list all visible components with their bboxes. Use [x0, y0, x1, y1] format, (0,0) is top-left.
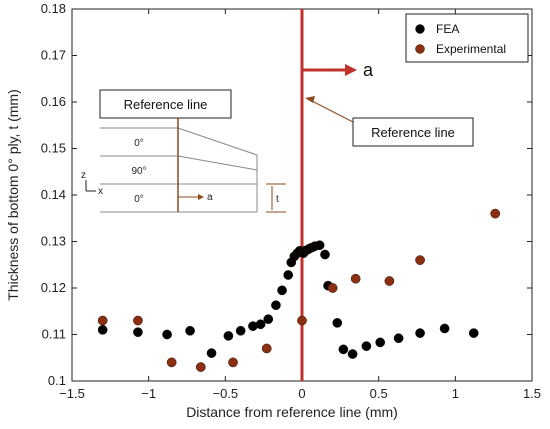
x-tick-label: −1	[141, 386, 156, 401]
fea-point	[375, 337, 386, 348]
a-arrow-head	[345, 64, 357, 76]
fea-point	[361, 341, 372, 351]
inset-a-label: a	[207, 192, 213, 203]
laminate-inset: Reference line 0° 90° 0° z x a t	[81, 89, 286, 213]
x-tick-label: 1	[452, 386, 459, 401]
experimental-point	[384, 276, 395, 286]
inset-title: Reference line	[124, 97, 208, 112]
y-axis-ticks: 0.1 0.11 0.12 0.13 0.14 0.15 0.16 0.17 0.18	[41, 1, 532, 388]
fea-point	[439, 323, 450, 334]
x-tick-label: 1.5	[523, 386, 541, 401]
inset-title-box	[99, 89, 232, 119]
experimental-point	[327, 283, 338, 293]
inset-ply-lines	[85, 118, 286, 213]
experimental-point	[261, 343, 272, 354]
y-tick-label: 0.17	[41, 48, 66, 63]
fea-point	[162, 329, 172, 340]
fea-point	[320, 249, 330, 260]
inset-ply-line	[177, 155, 258, 171]
x-tick-label: 0.5	[370, 386, 388, 401]
a-arrow: a	[302, 60, 374, 80]
fea-point	[255, 319, 266, 330]
inset-x-axis-label: x	[98, 186, 103, 197]
inset-a-arrowhead	[198, 194, 204, 200]
y-tick-label: 0.14	[41, 187, 66, 202]
legend-marker-experimental	[415, 44, 425, 54]
fea-point	[347, 349, 358, 359]
x-tick-label: −1.5	[59, 386, 85, 401]
y-tick-label: 0.16	[41, 94, 66, 109]
fea-point	[133, 327, 143, 338]
x-tick-label: 0	[298, 386, 305, 401]
fea-point	[277, 285, 287, 296]
y-tick-label: 0.13	[41, 234, 66, 249]
legend-label-fea: FEA	[436, 22, 459, 36]
legend-label-experimental: Experimental	[436, 42, 506, 56]
a-label: a	[363, 60, 374, 80]
fea-point	[338, 344, 349, 355]
inset-z-axis-label: z	[81, 170, 86, 181]
experimental-point	[490, 208, 501, 219]
y-tick-label: 0.15	[41, 141, 66, 156]
callout-text: Reference line	[371, 125, 455, 140]
experimental-point	[133, 315, 143, 326]
legend: FEA Experimental	[405, 13, 529, 63]
y-tick-label: 0.18	[41, 1, 66, 16]
experimental-point	[415, 255, 425, 265]
y-tick-label: 0.12	[41, 280, 66, 295]
x-tick-label: −0.5	[212, 386, 238, 401]
fea-point	[468, 328, 479, 338]
fea-point	[185, 325, 195, 336]
experimental-point	[350, 273, 361, 284]
legend-marker-fea	[415, 24, 425, 34]
fea-point	[393, 333, 404, 344]
callout-box	[352, 117, 474, 147]
fea-point	[223, 331, 234, 341]
inset-ply-line	[177, 127, 258, 156]
fea-point	[271, 300, 281, 311]
fea-point	[283, 270, 294, 280]
callout-leader	[309, 99, 354, 123]
experimental-point	[228, 357, 238, 368]
y-tick-label: 0.11	[42, 327, 66, 342]
x-axis-ticks: −1.5 −1 −0.5 0 0.5 1 1.5	[59, 9, 541, 401]
experimental-point	[166, 357, 177, 368]
experimental-point	[195, 362, 206, 372]
y-axis-label: Thickness of bottom 0° ply, t (mm)	[5, 89, 21, 301]
experimental-point	[297, 315, 307, 326]
data-points	[97, 208, 501, 372]
reference-callout: Reference line	[305, 96, 474, 147]
fea-point	[263, 314, 274, 325]
fea-point	[314, 240, 325, 251]
fea-point	[235, 325, 246, 336]
experimental-point	[97, 315, 108, 326]
callout-arrowhead	[305, 96, 315, 103]
fea-point	[97, 325, 108, 335]
fea-point	[206, 348, 217, 358]
legend-box	[405, 13, 529, 63]
inset-t-label: t	[276, 194, 279, 205]
ply-label-middle: 90°	[131, 166, 146, 177]
ply-label-top: 0°	[134, 138, 144, 149]
y-tick-label: 0.1	[48, 373, 66, 388]
ply-label-bottom: 0°	[134, 194, 144, 205]
fea-point	[332, 318, 343, 328]
fea-point	[415, 328, 425, 338]
x-axis-label: Distance from reference line (mm)	[186, 404, 398, 420]
